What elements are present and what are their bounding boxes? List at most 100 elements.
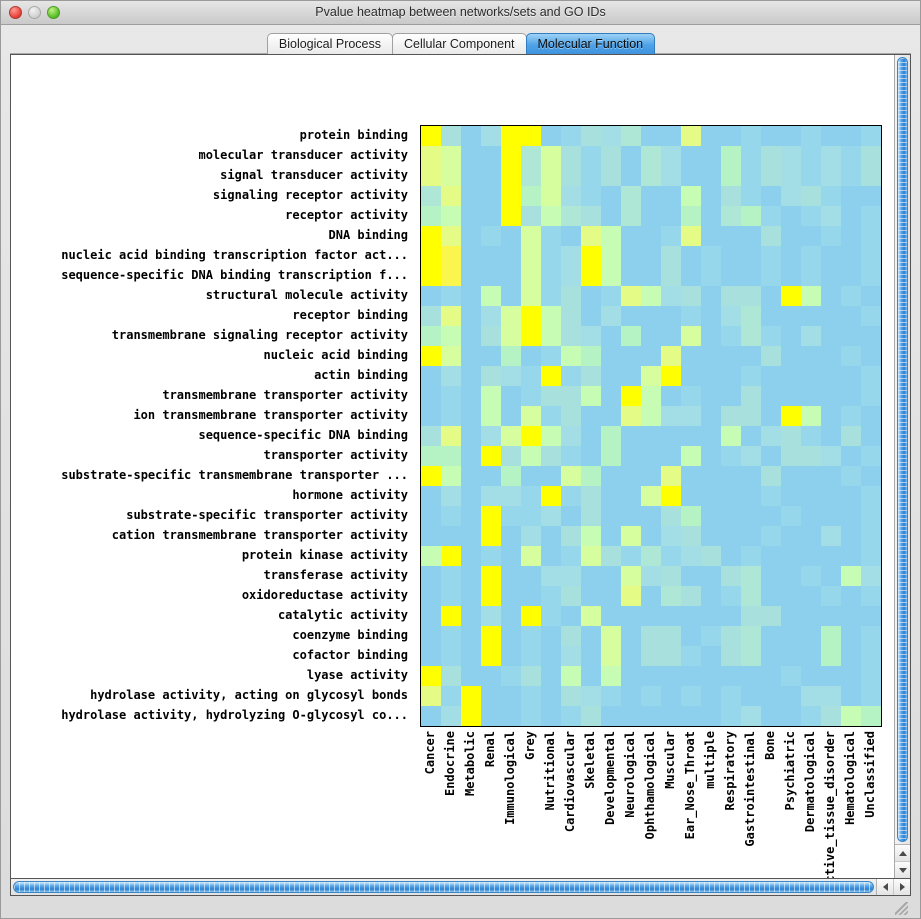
heatmap-cell[interactable] bbox=[521, 406, 541, 426]
tab-biological-process[interactable]: Biological Process bbox=[266, 33, 394, 54]
heatmap-cell[interactable] bbox=[801, 486, 821, 506]
heatmap-cell[interactable] bbox=[681, 426, 701, 446]
heatmap-cell[interactable] bbox=[521, 546, 541, 566]
heatmap-cell[interactable] bbox=[741, 486, 761, 506]
heatmap-cell[interactable] bbox=[821, 446, 841, 466]
heatmap-cell[interactable] bbox=[621, 346, 641, 366]
heatmap-cell[interactable] bbox=[581, 386, 601, 406]
heatmap-cell[interactable] bbox=[521, 646, 541, 666]
heatmap-cell[interactable] bbox=[701, 206, 721, 226]
heatmap-cell[interactable] bbox=[861, 346, 881, 366]
heatmap-cell[interactable] bbox=[741, 366, 761, 386]
heatmap-cell[interactable] bbox=[821, 646, 841, 666]
heatmap-cell[interactable] bbox=[761, 266, 781, 286]
heatmap-cell[interactable] bbox=[781, 126, 801, 146]
heatmap-cell[interactable] bbox=[441, 706, 461, 726]
heatmap-cell[interactable] bbox=[721, 306, 741, 326]
heatmap-cell[interactable] bbox=[641, 126, 661, 146]
heatmap-cell[interactable] bbox=[461, 546, 481, 566]
heatmap-cell[interactable] bbox=[701, 666, 721, 686]
heatmap-cell[interactable] bbox=[521, 466, 541, 486]
heatmap-cell[interactable] bbox=[701, 466, 721, 486]
heatmap-cell[interactable] bbox=[601, 566, 621, 586]
heatmap-cell[interactable] bbox=[641, 686, 661, 706]
heatmap-cell[interactable] bbox=[421, 606, 441, 626]
heatmap-cell[interactable] bbox=[621, 186, 641, 206]
heatmap-cell[interactable] bbox=[781, 546, 801, 566]
heatmap-cell[interactable] bbox=[521, 366, 541, 386]
heatmap-cell[interactable] bbox=[521, 286, 541, 306]
heatmap-cell[interactable] bbox=[461, 606, 481, 626]
heatmap-cell[interactable] bbox=[861, 146, 881, 166]
heatmap-cell[interactable] bbox=[681, 586, 701, 606]
scroll-left-icon[interactable] bbox=[877, 879, 893, 895]
heatmap-cell[interactable] bbox=[481, 166, 501, 186]
heatmap-cell[interactable] bbox=[741, 706, 761, 726]
heatmap-cell[interactable] bbox=[841, 326, 861, 346]
heatmap-cell[interactable] bbox=[801, 366, 821, 386]
heatmap-cell[interactable] bbox=[761, 506, 781, 526]
heatmap-cell[interactable] bbox=[481, 286, 501, 306]
heatmap-cell[interactable] bbox=[821, 666, 841, 686]
heatmap-cell[interactable] bbox=[661, 206, 681, 226]
scroll-up-icon[interactable] bbox=[895, 845, 910, 861]
heatmap-cell[interactable] bbox=[501, 526, 521, 546]
heatmap-cell[interactable] bbox=[421, 206, 441, 226]
heatmap-cell[interactable] bbox=[461, 146, 481, 166]
heatmap-cell[interactable] bbox=[701, 246, 721, 266]
heatmap-cell[interactable] bbox=[601, 486, 621, 506]
heatmap-cell[interactable] bbox=[581, 326, 601, 346]
heatmap-cell[interactable] bbox=[681, 686, 701, 706]
heatmap-cell[interactable] bbox=[801, 506, 821, 526]
heatmap-cell[interactable] bbox=[841, 426, 861, 446]
heatmap-cell[interactable] bbox=[521, 386, 541, 406]
heatmap-cell[interactable] bbox=[781, 706, 801, 726]
heatmap-cell[interactable] bbox=[761, 346, 781, 366]
heatmap-cell[interactable] bbox=[541, 686, 561, 706]
heatmap-cell[interactable] bbox=[801, 546, 821, 566]
heatmap-cell[interactable] bbox=[741, 226, 761, 246]
heatmap-cell[interactable] bbox=[461, 326, 481, 346]
heatmap-cell[interactable] bbox=[701, 366, 721, 386]
heatmap-cell[interactable] bbox=[501, 146, 521, 166]
heatmap-cell[interactable] bbox=[561, 246, 581, 266]
heatmap-cell[interactable] bbox=[681, 646, 701, 666]
heatmap-cell[interactable] bbox=[761, 566, 781, 586]
heatmap-cell[interactable] bbox=[821, 166, 841, 186]
heatmap-cell[interactable] bbox=[481, 706, 501, 726]
heatmap-cell[interactable] bbox=[681, 166, 701, 186]
heatmap-cell[interactable] bbox=[561, 386, 581, 406]
heatmap-cell[interactable] bbox=[561, 686, 581, 706]
heatmap-cell[interactable] bbox=[481, 266, 501, 286]
heatmap-cell[interactable] bbox=[621, 206, 641, 226]
heatmap-cell[interactable] bbox=[681, 206, 701, 226]
heatmap-cell[interactable] bbox=[841, 286, 861, 306]
heatmap-cell[interactable] bbox=[841, 406, 861, 426]
heatmap-cell[interactable] bbox=[681, 306, 701, 326]
heatmap-cell[interactable] bbox=[861, 646, 881, 666]
heatmap-cell[interactable] bbox=[841, 146, 861, 166]
heatmap-cell[interactable] bbox=[581, 266, 601, 286]
heatmap-cell[interactable] bbox=[541, 186, 561, 206]
heatmap-cell[interactable] bbox=[701, 286, 721, 306]
heatmap-cell[interactable] bbox=[841, 526, 861, 546]
heatmap-cell[interactable] bbox=[621, 606, 641, 626]
heatmap-cell[interactable] bbox=[861, 286, 881, 306]
heatmap-cell[interactable] bbox=[561, 646, 581, 666]
heatmap-cell[interactable] bbox=[701, 686, 721, 706]
heatmap-cell[interactable] bbox=[481, 446, 501, 466]
heatmap-cell[interactable] bbox=[501, 586, 521, 606]
heatmap-cell[interactable] bbox=[501, 686, 521, 706]
heatmap-cell[interactable] bbox=[661, 466, 681, 486]
resize-grip-icon[interactable] bbox=[895, 902, 908, 915]
heatmap-cell[interactable] bbox=[461, 446, 481, 466]
heatmap-cell[interactable] bbox=[421, 526, 441, 546]
heatmap-cell[interactable] bbox=[721, 326, 741, 346]
heatmap-cell[interactable] bbox=[721, 366, 741, 386]
heatmap-cell[interactable] bbox=[781, 266, 801, 286]
heatmap-cell[interactable] bbox=[541, 146, 561, 166]
heatmap-cell[interactable] bbox=[701, 446, 721, 466]
heatmap-cell[interactable] bbox=[561, 546, 581, 566]
heatmap-cell[interactable] bbox=[641, 306, 661, 326]
heatmap-cell[interactable] bbox=[701, 266, 721, 286]
